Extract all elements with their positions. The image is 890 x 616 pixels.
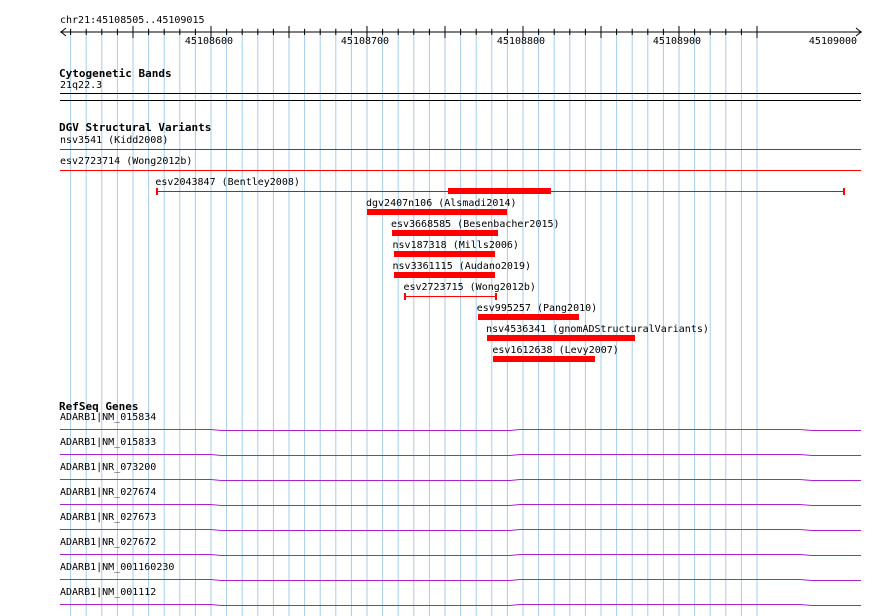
gene-line[interactable] [0,502,890,508]
gene-line[interactable] [0,577,890,583]
gene-label: ADARB1|NR_073200 [60,462,157,473]
gene-label: ADARB1|NM_001160230 [60,562,175,573]
location-label: chr21:45108505..45109015 [60,15,205,26]
gene-label: ADARB1|NM_001112 [60,587,157,598]
gene-label: ADARB1|NR_027672 [60,537,157,548]
variant-bar[interactable] [477,314,580,320]
gene-line[interactable] [0,527,890,533]
variant-label: esv2043847 (Bentley2008) [155,177,300,188]
variant-label: nsv4536341 (gnomADStructuralVariants) [486,324,709,335]
gene-label: ADARB1|NM_015834 [60,412,157,423]
ruler-tick-label: 45108600 [185,36,233,47]
gene-line[interactable] [0,477,890,483]
position-ruler[interactable]: 45108600 45108700 45108800 45108900 45109000 [0,24,890,74]
track-title-refseq: RefSeq Genes [59,400,139,413]
variant-label: nsv187318 (Mills2006) [392,240,519,251]
variant-end-cap [494,293,497,300]
variant-bar[interactable] [493,356,595,362]
ruler-tick-label: 45108700 [341,36,389,47]
variant-end-cap [842,188,845,195]
gene-label: ADARB1|NM_015833 [60,437,157,448]
gene-label: ADARB1|NR_027674 [60,487,157,498]
gene-line[interactable] [0,552,890,558]
variant-bar[interactable] [393,251,495,257]
variant-end-cap [404,293,407,300]
variant-label: esv2723714 (Wong2012b) [60,156,193,167]
gene-label: ADARB1|NR_027673 [60,512,157,523]
track-title-dgv: DGV Structural Variants [59,121,212,134]
ruler-left-arrow-icon [60,27,67,37]
variant-line[interactable] [404,296,495,297]
variant-span-line[interactable] [60,149,861,150]
cytoband-bar-bottom [60,100,861,101]
ruler-tick-label: 45109000 [809,36,857,47]
gene-line[interactable] [0,452,890,458]
variant-label: esv2723715 (Wong2012b) [403,282,536,293]
ruler-right-arrow-icon [855,27,862,37]
variant-end-cap [156,188,159,195]
variant-label: nsv3541 (Kidd2008) [60,135,169,146]
variant-bar[interactable] [487,335,636,341]
variant-span-line[interactable] [60,170,861,171]
variant-label: nsv3361115 (Audano2019) [392,261,531,272]
cytoband-bar-top [60,93,861,94]
variant-bar[interactable] [391,230,499,236]
gene-line[interactable] [0,602,890,608]
gene-line[interactable] [0,427,890,433]
variant-label: esv3668585 (Besenbacher2015) [390,219,560,230]
variant-label: esv995257 (Pang2010) [476,303,598,314]
variant-label: esv1612638 (Levy2007) [492,345,619,356]
variant-bar[interactable] [448,188,552,194]
variant-bar[interactable] [367,209,508,215]
cytoband-label: 21q22.3 [60,80,103,91]
ruler-tick-label: 45108800 [497,36,545,47]
variant-bar[interactable] [393,272,495,278]
track-title-cytogenetic-bands: Cytogenetic Bands [59,67,172,80]
ruler-tick-label: 45108900 [653,36,701,47]
variant-label: dgv2407n106 (Alsmadi2014) [366,198,517,209]
